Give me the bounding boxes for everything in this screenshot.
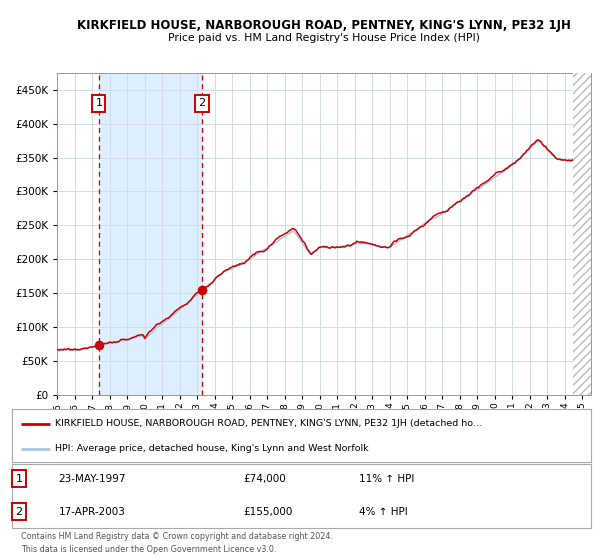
Text: 1: 1 [16, 474, 22, 484]
Text: 2: 2 [16, 507, 23, 517]
Point [94, 340, 104, 349]
Text: Contains HM Land Registry data © Crown copyright and database right 2024.
This d: Contains HM Land Registry data © Crown c… [21, 533, 333, 554]
Point [197, 285, 207, 294]
Text: 11% ↑ HPI: 11% ↑ HPI [359, 474, 415, 484]
Text: £74,000: £74,000 [244, 474, 286, 484]
Text: KIRKFIELD HOUSE, NARBOROUGH ROAD, PENTNEY, KING'S LYNN, PE32 1JH (detached ho…: KIRKFIELD HOUSE, NARBOROUGH ROAD, PENTNE… [55, 419, 483, 428]
Bar [574, 73, 591, 395]
Text: HPI: Average price, detached house, King's Lynn and West Norfolk: HPI: Average price, detached house, King… [55, 444, 369, 453]
Text: 1: 1 [95, 99, 103, 109]
Text: 17-APR-2003: 17-APR-2003 [58, 507, 125, 517]
Text: 4% ↑ HPI: 4% ↑ HPI [359, 507, 408, 517]
Text: £155,000: £155,000 [244, 507, 293, 517]
Text: 2: 2 [199, 99, 206, 109]
Text: KIRKFIELD HOUSE, NARBOROUGH ROAD, PENTNEY, KING'S LYNN, PE32 1JH: KIRKFIELD HOUSE, NARBOROUGH ROAD, PENTNE… [77, 18, 571, 32]
Bar [99, 73, 202, 395]
Text: Price paid vs. HM Land Registry's House Price Index (HPI): Price paid vs. HM Land Registry's House … [168, 33, 480, 43]
Text: 23-MAY-1997: 23-MAY-1997 [58, 474, 126, 484]
